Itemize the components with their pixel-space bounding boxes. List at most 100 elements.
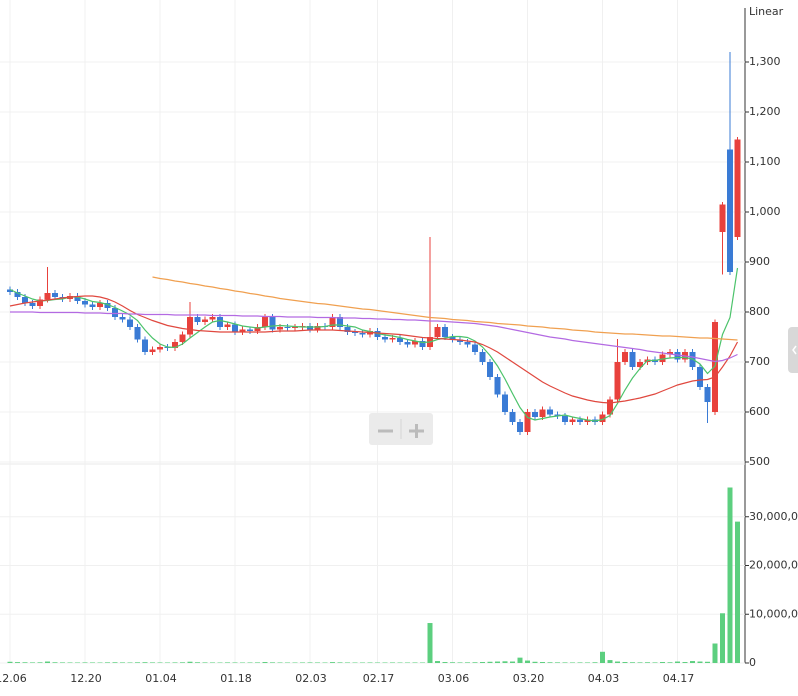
candle-body: [404, 342, 411, 345]
volume-bar: [45, 661, 50, 663]
volume-bar: [195, 662, 200, 663]
ma-line: [10, 311, 738, 363]
x-tick-label: 04.03: [588, 672, 620, 685]
candle-body: [532, 412, 538, 417]
volume-bar: [660, 662, 665, 663]
candle-body: [637, 362, 643, 367]
candle-body: [104, 303, 111, 308]
candle-body: [14, 292, 21, 297]
candle-body: [74, 296, 81, 301]
volume-bar: [330, 662, 335, 663]
volume-bar: [697, 661, 703, 663]
candle-body: [389, 338, 396, 340]
candle-body: [524, 412, 531, 432]
volume-bar: [442, 662, 448, 663]
ma-line: [152, 276, 738, 341]
volume-bar: [30, 662, 35, 663]
x-tick-label: 03.06: [438, 672, 470, 685]
volume-bar: [120, 662, 125, 663]
volume-bar: [607, 660, 613, 663]
volume-bar: [727, 487, 733, 663]
candle-body: [187, 317, 193, 335]
volume-bar: [630, 662, 635, 663]
candle-body: [247, 329, 253, 331]
volume-bar: [495, 661, 500, 663]
volume-bar: [675, 661, 680, 663]
candle-body: [622, 352, 628, 362]
candle-body: [479, 352, 486, 362]
candle-body: [217, 317, 223, 327]
zoom-out-hit[interactable]: [370, 414, 401, 444]
candle-body: [7, 289, 13, 292]
volume-bar: [67, 662, 73, 663]
x-tick-label: 12.06: [0, 672, 27, 685]
candle-body: [382, 337, 388, 340]
marks: [7, 52, 741, 663]
candle-body: [119, 317, 126, 320]
volume-bar: [667, 662, 673, 663]
volume-bar: [540, 662, 545, 663]
candle-body: [449, 337, 456, 340]
y-tick-label: 20,000,000: [749, 559, 798, 572]
ma-line: [9, 295, 739, 404]
volume-bar: [90, 662, 95, 663]
volume-bar: [22, 662, 28, 663]
candle-body: [502, 394, 508, 412]
volume-bar: [532, 661, 538, 663]
side-tab[interactable]: [788, 327, 798, 373]
candle-body: [254, 327, 261, 331]
zoom-control: [369, 413, 433, 445]
candle-body: [569, 419, 576, 422]
zoom-in-button[interactable]: [402, 414, 432, 444]
candle-body: [134, 327, 141, 340]
volume-bar: [517, 657, 523, 663]
volume-bar: [112, 662, 118, 663]
volume-bar: [210, 662, 215, 663]
volume-bar: [180, 662, 185, 663]
candle-body: [614, 362, 621, 400]
candle-body: [359, 333, 366, 335]
volume-bar: [300, 662, 305, 663]
candle-body: [202, 319, 208, 322]
candle-body: [172, 342, 178, 348]
candle-body: [727, 149, 733, 272]
volume-bar: [412, 662, 418, 663]
y-tick-label: 30,000,000: [749, 510, 798, 523]
candle-body: [554, 414, 561, 416]
candle-body: [89, 304, 96, 307]
candle-body: [607, 399, 613, 415]
volume-bar: [60, 662, 65, 663]
candle-body: [292, 327, 298, 328]
y-tick-label: 10,000,000: [749, 607, 798, 620]
volume-bar: [142, 662, 148, 663]
candle-body: [179, 334, 186, 342]
candle-body: [674, 352, 681, 360]
zoom-out-button[interactable]: [370, 414, 401, 444]
candle-body: [457, 339, 463, 342]
volume-bar: [682, 662, 688, 663]
volume-bar: [225, 662, 230, 663]
candle-body: [419, 341, 426, 347]
y-tick-label: 800: [749, 305, 770, 318]
candle-body: [734, 139, 741, 237]
volume-bar: [187, 661, 193, 663]
scale-label: Linear: [749, 5, 784, 18]
volume-bar: [712, 643, 718, 663]
x-tick-label: 01.04: [145, 672, 177, 685]
candle-body: [142, 339, 148, 352]
volume-bar: [15, 662, 20, 663]
volume-bar: [502, 661, 508, 663]
volume-bar: [255, 662, 260, 663]
candle-body: [29, 303, 36, 306]
volume-bar: [262, 662, 268, 663]
volume-bar: [247, 662, 253, 663]
volume-bar: [622, 662, 628, 663]
volume-bar: [480, 662, 485, 663]
volume-bar: [690, 661, 695, 663]
volume-bar: [390, 662, 395, 663]
candle-body: [22, 297, 28, 303]
x-tick-label: 03.20: [513, 672, 545, 685]
volume-bar: [337, 662, 343, 663]
volume-bar: [570, 662, 575, 663]
volume-bar: [150, 662, 155, 663]
